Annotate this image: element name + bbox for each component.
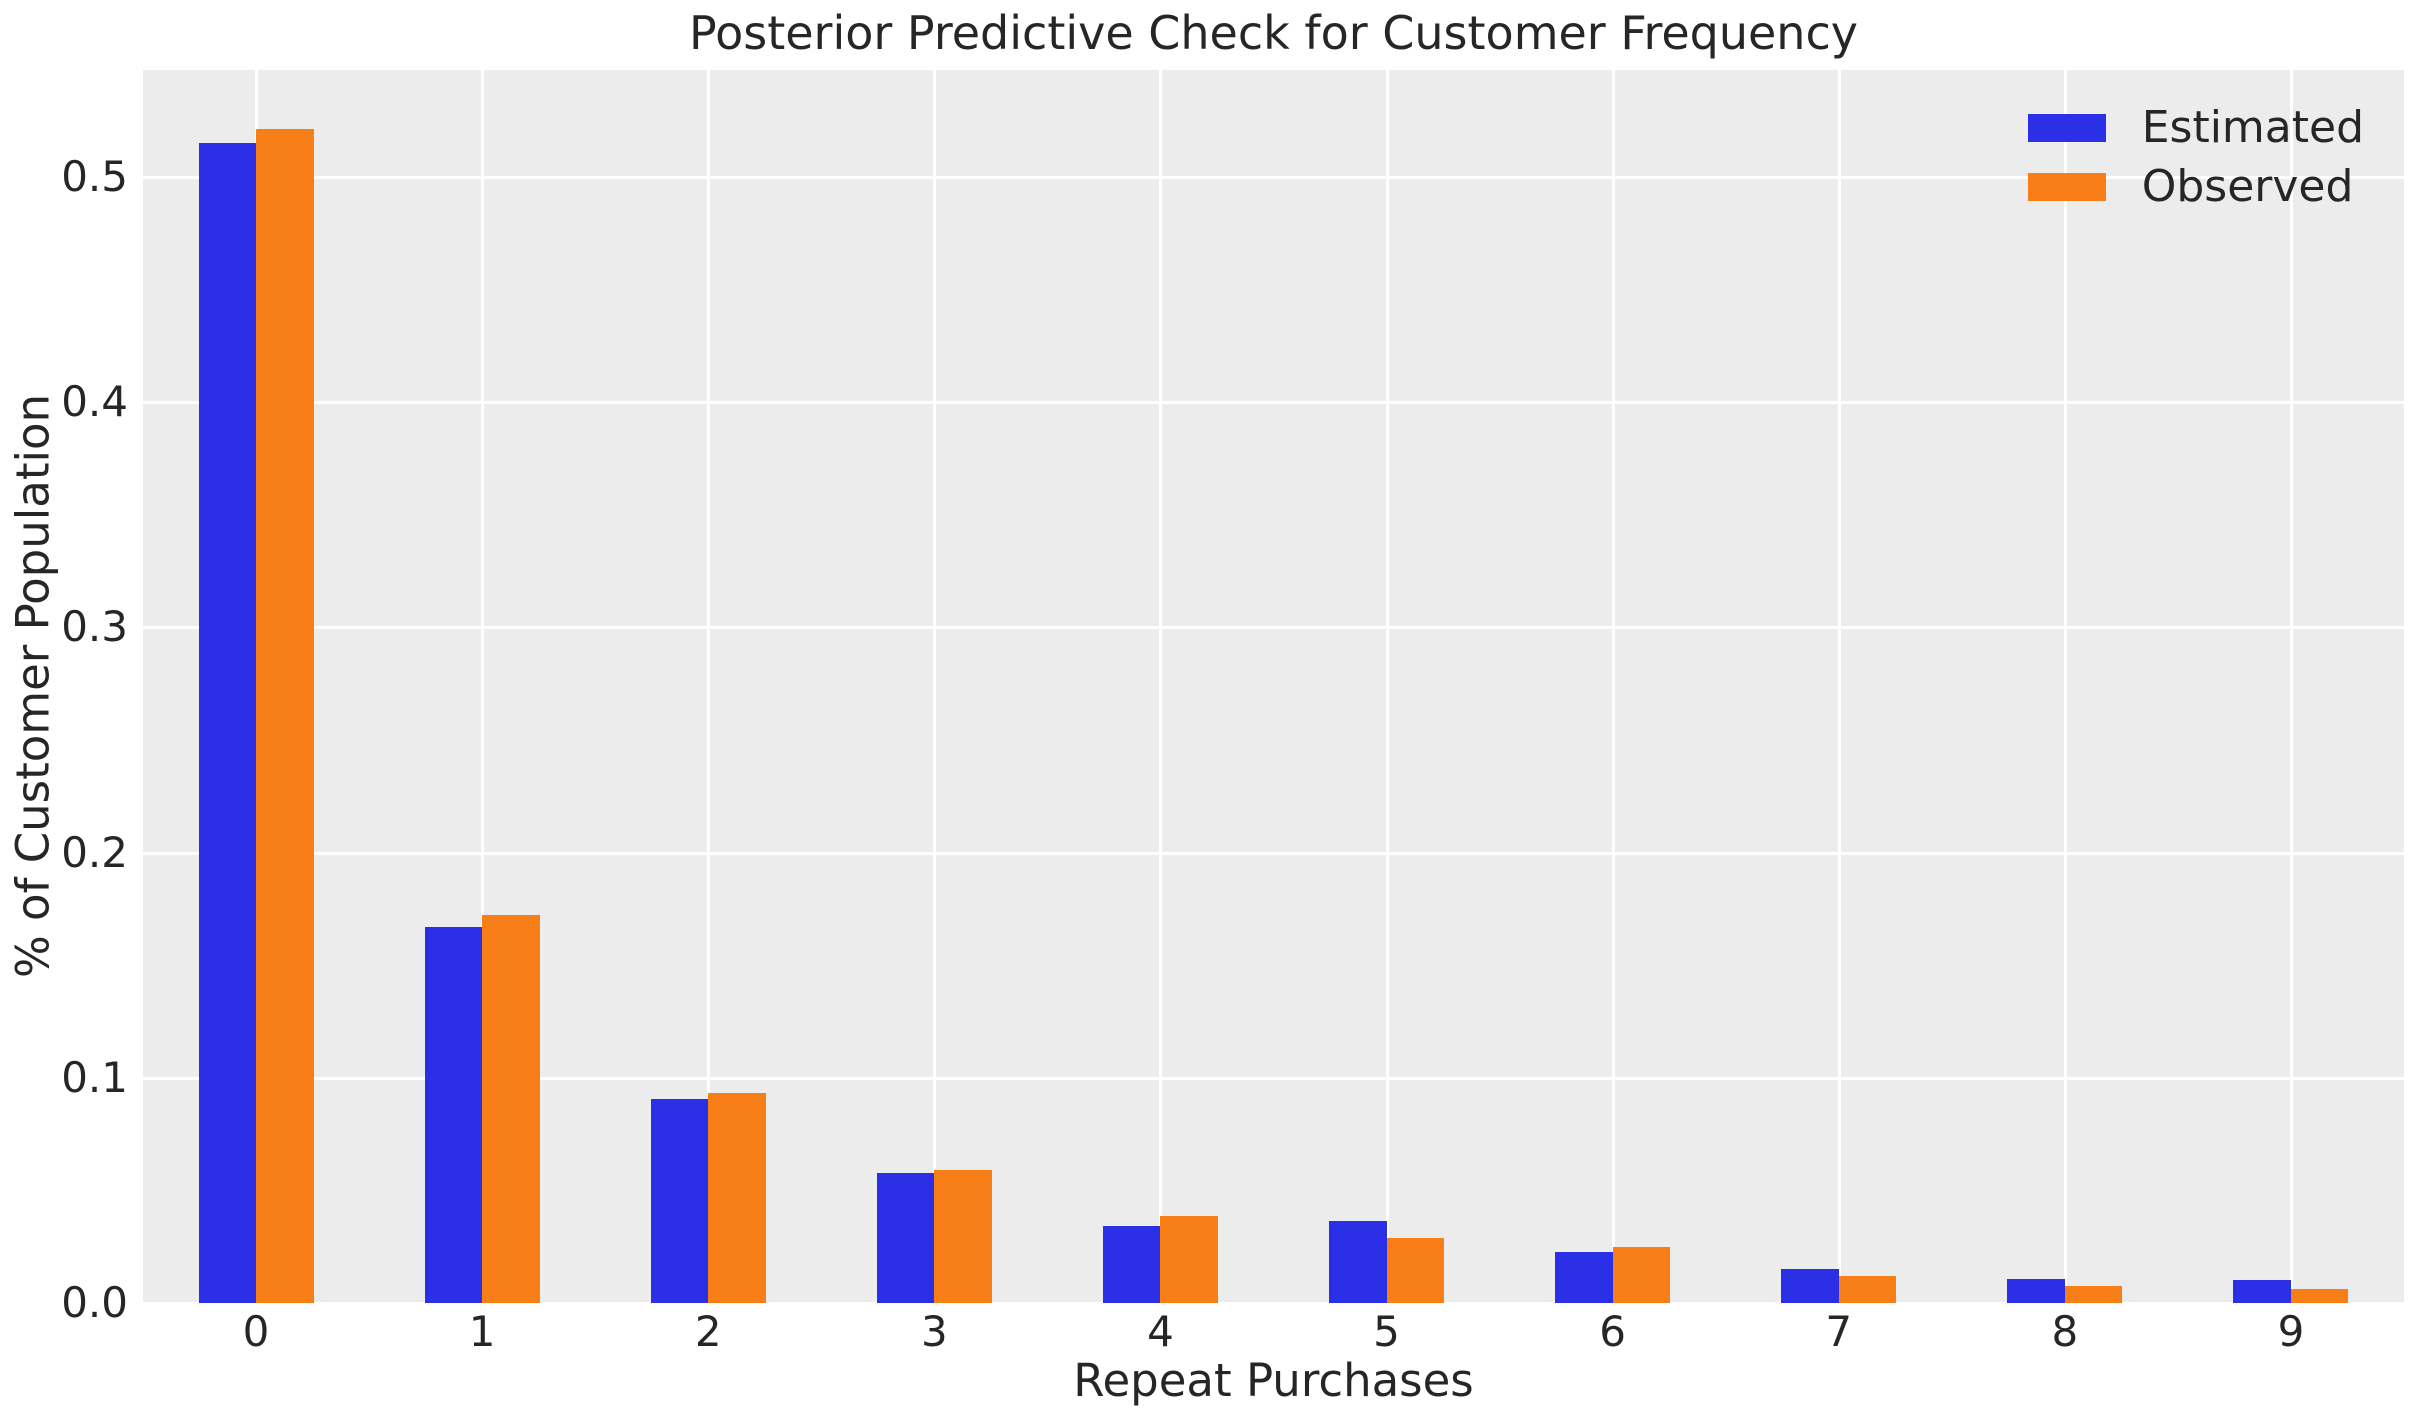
y-tick-label-0.0: 0.0 — [61, 1278, 128, 1327]
legend-item-observed: Observed — [2027, 157, 2364, 216]
y-tick-label-0.4: 0.4 — [61, 377, 128, 427]
x-tick-label-3: 3 — [920, 1307, 948, 1356]
y-tick-label-0.3: 0.3 — [61, 602, 128, 652]
bar-estimated-3 — [876, 1173, 935, 1303]
bar-estimated-2 — [650, 1099, 709, 1303]
x-tick-label-9: 9 — [2277, 1307, 2305, 1356]
gridline-y-0.2 — [143, 851, 2404, 855]
bar-observed-3 — [934, 1169, 992, 1303]
legend-label-estimated: Estimated — [2141, 102, 2364, 153]
bar-observed-2 — [708, 1093, 766, 1303]
chart-title: Posterior Predictive Check for Customer … — [689, 6, 1858, 60]
bar-estimated-0 — [198, 143, 257, 1303]
gridline-x-2 — [707, 70, 711, 1303]
bar-estimated-8 — [2007, 1279, 2065, 1303]
observed-color-swatch — [2027, 172, 2106, 201]
x-tick-label-8: 8 — [2051, 1307, 2079, 1356]
bar-observed-7 — [1838, 1275, 1897, 1303]
bar-observed-4 — [1160, 1216, 1218, 1303]
legend-item-estimated: Estimated — [2027, 98, 2364, 157]
gridline-x-4 — [1159, 70, 1163, 1303]
x-tick-label-1: 1 — [468, 1307, 496, 1356]
x-axis-label: Repeat Purchases — [1073, 1354, 1474, 1407]
x-tick-label-7: 7 — [1825, 1307, 1853, 1356]
y-axis-label: % of Customer Population — [6, 393, 60, 979]
x-tick-label-6: 6 — [1599, 1307, 1626, 1356]
gridline-y-0.3 — [143, 626, 2404, 630]
bar-observed-8 — [2064, 1285, 2123, 1303]
estimated-color-swatch — [2027, 113, 2106, 142]
bar-estimated-6 — [1555, 1252, 1613, 1303]
legend: Estimated Observed — [2027, 98, 2364, 216]
gridline-x-7 — [1837, 70, 1841, 1303]
bar-estimated-1 — [424, 926, 483, 1303]
y-tick-label-0.1: 0.1 — [61, 1052, 128, 1102]
x-tick-label-2: 2 — [694, 1307, 722, 1356]
gridline-x-9 — [2289, 70, 2293, 1303]
y-tick-label-0.5: 0.5 — [61, 151, 128, 201]
bar-observed-1 — [482, 914, 540, 1303]
gridline-y-0.4 — [143, 401, 2404, 405]
y-tick-label-0.2: 0.2 — [61, 827, 128, 877]
bar-estimated-4 — [1102, 1225, 1161, 1303]
gridline-x-5 — [1385, 70, 1389, 1303]
gridline-y-0.0 — [143, 1302, 2404, 1305]
plot-area: Estimated Observed — [143, 70, 2404, 1305]
bar-observed-5 — [1386, 1237, 1445, 1303]
gridline-x-1 — [481, 70, 485, 1303]
gridline-x-8 — [2063, 70, 2067, 1303]
bar-observed-6 — [1612, 1247, 1671, 1303]
bar-estimated-9 — [2233, 1280, 2291, 1303]
bar-observed-0 — [256, 129, 314, 1303]
bar-estimated-5 — [1329, 1220, 1387, 1303]
gridline-y-0.5 — [143, 175, 2404, 179]
bar-observed-9 — [2290, 1289, 2349, 1303]
x-tick-label-4: 4 — [1147, 1307, 1174, 1356]
gridline-x-6 — [1611, 70, 1615, 1303]
legend-label-observed: Observed — [2141, 161, 2354, 212]
gridline-x-3 — [933, 70, 937, 1303]
bar-estimated-7 — [1781, 1268, 1839, 1303]
gridline-y-0.1 — [143, 1076, 2404, 1080]
x-tick-label-5: 5 — [1373, 1307, 1400, 1356]
x-tick-label-0: 0 — [242, 1307, 270, 1356]
